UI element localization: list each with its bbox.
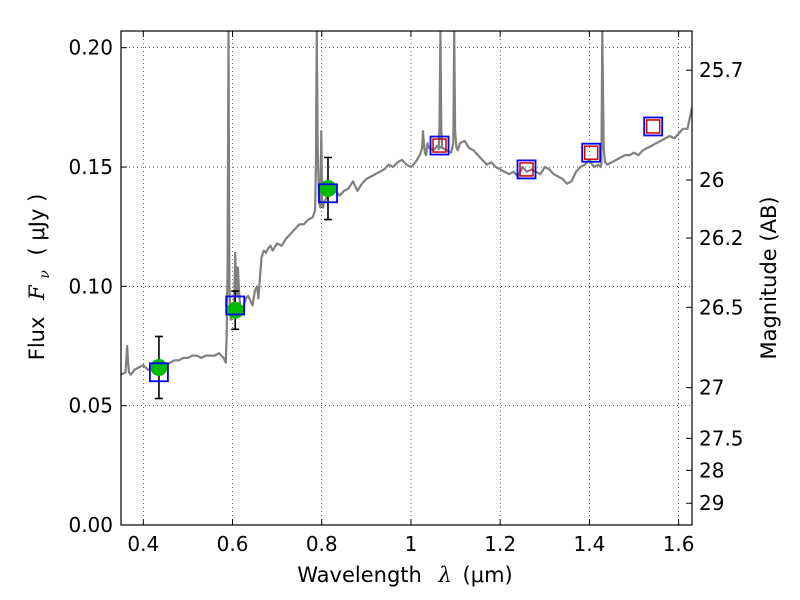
observed-point — [226, 301, 244, 319]
model-red-square — [645, 119, 661, 134]
observed-point — [319, 180, 337, 198]
plot-frame — [120, 30, 693, 526]
x-label-unit: (μm) — [463, 563, 513, 587]
model-blue-square — [581, 142, 602, 163]
model-blue-square — [643, 116, 664, 137]
y2-tick-label: 27 — [699, 376, 724, 400]
x-axis-label: Wavelength λ (μm) — [297, 563, 512, 587]
series-group — [121, 31, 692, 400]
observed-point — [150, 358, 168, 376]
y-tick-label: 0.15 — [68, 155, 113, 179]
spectrum-line — [437, 31, 444, 151]
y2-tick-label: 29 — [699, 491, 724, 515]
y2-tick-label: 27.5 — [699, 426, 744, 450]
model-blue-square — [429, 135, 450, 156]
y-axis-label: Flux F ν ( μJy ) — [25, 194, 54, 361]
y-label-unit: ( μJy ) — [25, 194, 49, 256]
y-label-text: Flux — [25, 317, 49, 361]
x-tick-label: 0.4 — [127, 532, 159, 556]
model-blue-square — [225, 295, 246, 316]
x-label-text: Wavelength — [297, 563, 422, 587]
x-tick-label: 1.2 — [484, 532, 516, 556]
y2-axis-label: Magnitude (AB) — [757, 196, 781, 359]
model-blue-square — [318, 183, 338, 204]
y2-tick-label: 26 — [699, 168, 724, 192]
plot-area — [121, 31, 692, 400]
y-label-subscript: ν — [37, 270, 53, 279]
y-tick-label: 0.05 — [68, 394, 113, 418]
y2-tick-label: 25.7 — [699, 58, 744, 82]
model-blue-square — [149, 362, 169, 383]
grid — [121, 31, 692, 526]
y-tick-label: 0.00 — [68, 513, 113, 537]
x-tick-label: 0.6 — [217, 532, 249, 556]
y-label-symbol: F — [25, 284, 49, 301]
model-red-square — [432, 138, 447, 153]
y2-tick-label: 26.5 — [699, 295, 744, 319]
axis-ticks: 0.4 0.6 0.8 1 1.2 1.4 1.6 0.00 0.05 0.10 0.15 0.20 2… — [68, 31, 744, 556]
x-tick-label: 1.4 — [573, 532, 605, 556]
x-label-symbol: λ — [438, 563, 452, 587]
y-tick-label: 0.20 — [68, 36, 113, 60]
y2-tick-label: 28 — [699, 458, 724, 482]
spectrum-line — [121, 31, 692, 376]
x-tick-label: 1 — [405, 532, 418, 556]
y-tick-label: 0.10 — [68, 274, 113, 298]
model-red-square — [519, 162, 534, 177]
x-tick-label: 0.8 — [306, 532, 338, 556]
x-tick-label: 1.6 — [663, 532, 695, 556]
y2-tick-label: 26.2 — [699, 226, 744, 250]
model-blue-square — [516, 159, 537, 180]
model-red-square — [583, 145, 599, 160]
